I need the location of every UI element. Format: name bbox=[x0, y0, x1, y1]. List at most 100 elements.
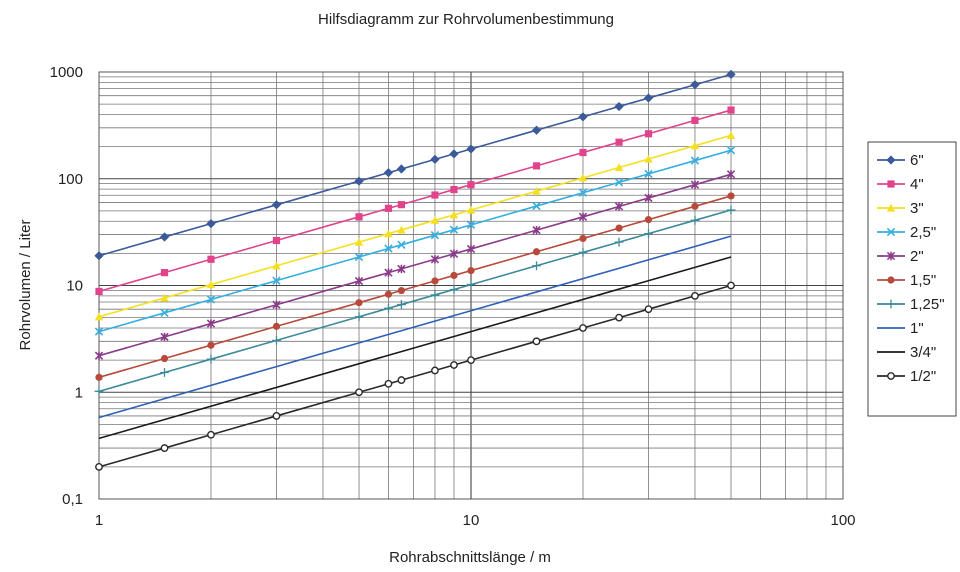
legend-item: 6" bbox=[877, 152, 924, 169]
data-point bbox=[272, 276, 281, 285]
data-point bbox=[578, 248, 588, 257]
data-point bbox=[354, 252, 364, 262]
data-point bbox=[643, 93, 654, 103]
series-5 bbox=[95, 192, 735, 381]
data-point bbox=[466, 144, 476, 154]
data-point bbox=[95, 287, 103, 296]
data-point bbox=[355, 388, 363, 397]
series-9 bbox=[95, 281, 735, 471]
legend-item: 3/4" bbox=[877, 344, 936, 361]
ticks-layer: 1 10 100 0,1 1 10 100 1000 bbox=[50, 64, 856, 529]
series-line bbox=[98, 173, 732, 357]
data-point bbox=[466, 244, 476, 254]
series-3 bbox=[94, 146, 736, 336]
data-point bbox=[94, 351, 104, 360]
series-line bbox=[98, 149, 732, 333]
data-point bbox=[430, 154, 440, 164]
data-point bbox=[578, 112, 588, 122]
data-point bbox=[160, 444, 169, 452]
legend-label: 2,5" bbox=[910, 224, 936, 241]
data-point bbox=[532, 225, 541, 235]
data-point bbox=[615, 224, 623, 232]
data-point bbox=[94, 386, 104, 396]
legend-item: 1,25" bbox=[877, 296, 945, 313]
data-point bbox=[691, 202, 699, 210]
data-point bbox=[206, 319, 216, 328]
x-tick-label: 10 bbox=[463, 512, 480, 529]
data-point bbox=[727, 106, 735, 114]
plot-frame bbox=[98, 71, 844, 500]
data-point bbox=[615, 313, 623, 322]
data-point bbox=[690, 141, 700, 150]
data-point bbox=[727, 192, 735, 200]
data-point bbox=[532, 337, 541, 346]
series-line bbox=[98, 195, 732, 379]
data-point bbox=[430, 290, 440, 300]
data-point bbox=[614, 163, 624, 172]
series-line bbox=[98, 209, 732, 393]
legend: 6" 4" 3" 2,5" 2" 1,5" 1,25" 1" 3/4" 1/2" bbox=[867, 141, 957, 417]
data-point bbox=[396, 164, 407, 174]
data-point bbox=[355, 213, 363, 221]
data-point bbox=[431, 191, 439, 199]
data-point bbox=[726, 131, 736, 139]
series-layer bbox=[94, 69, 736, 471]
legend-swatch-marker bbox=[887, 276, 895, 284]
legend-swatch-marker bbox=[887, 372, 895, 380]
data-point bbox=[726, 146, 736, 155]
data-point bbox=[160, 269, 169, 277]
data-point bbox=[614, 202, 624, 211]
data-point bbox=[94, 327, 104, 336]
data-point bbox=[467, 356, 475, 365]
series-line bbox=[98, 134, 732, 318]
data-point bbox=[206, 354, 216, 364]
y-tick-label: 1000 bbox=[50, 64, 83, 81]
data-point bbox=[160, 354, 169, 363]
data-point bbox=[531, 125, 542, 135]
data-point bbox=[449, 225, 459, 234]
data-point bbox=[272, 261, 281, 270]
data-point bbox=[383, 168, 394, 178]
data-point bbox=[727, 281, 735, 290]
series-line bbox=[98, 235, 732, 419]
legend-item: 1/2" bbox=[877, 368, 936, 385]
legend-label: 6" bbox=[910, 152, 924, 169]
legend-label: 2" bbox=[910, 248, 924, 265]
series-line bbox=[98, 284, 732, 468]
legend-label: 1,5" bbox=[910, 272, 936, 289]
data-point bbox=[355, 299, 363, 307]
data-point bbox=[450, 185, 458, 194]
legend-swatch-marker bbox=[887, 180, 895, 188]
data-point bbox=[644, 154, 653, 163]
data-point bbox=[384, 229, 393, 238]
data-point bbox=[272, 300, 281, 309]
x-tick-label: 1 bbox=[95, 512, 103, 529]
data-point bbox=[450, 271, 458, 280]
x-tick-label: 100 bbox=[830, 512, 855, 529]
series-1 bbox=[95, 106, 735, 296]
data-point bbox=[354, 237, 364, 246]
data-point bbox=[430, 216, 440, 224]
data-point bbox=[384, 244, 393, 253]
data-point bbox=[397, 264, 406, 274]
data-point bbox=[397, 376, 406, 384]
data-point bbox=[160, 368, 169, 377]
data-point bbox=[431, 277, 439, 285]
series-2 bbox=[94, 131, 736, 321]
data-point bbox=[614, 101, 624, 112]
data-point bbox=[95, 373, 103, 381]
x-axis-label: Rohrabschnittslänge / m bbox=[389, 549, 551, 566]
data-point bbox=[466, 280, 476, 289]
data-point bbox=[579, 148, 587, 157]
data-point bbox=[384, 268, 393, 277]
data-point bbox=[532, 162, 541, 170]
legend-label: 1,25" bbox=[910, 296, 945, 313]
data-point bbox=[354, 312, 364, 322]
data-point bbox=[726, 205, 736, 215]
data-point bbox=[206, 280, 216, 289]
legend-item: 1,5" bbox=[877, 272, 936, 289]
series-line bbox=[98, 73, 732, 257]
data-point bbox=[578, 173, 588, 182]
data-point bbox=[160, 293, 169, 302]
data-point bbox=[690, 80, 700, 90]
